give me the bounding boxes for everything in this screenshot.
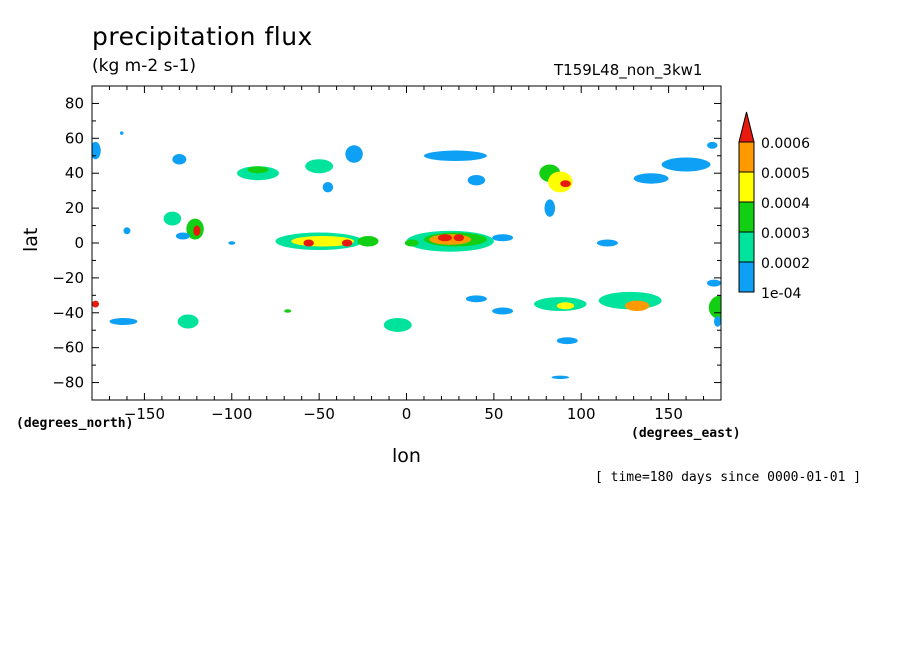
- colorbar-label: 0.0002: [761, 256, 810, 272]
- precip-cell-15: [661, 157, 711, 172]
- colorbar-swatch: [738, 261, 755, 293]
- colorbar-swatch: [738, 231, 755, 263]
- precip-cell-19: [193, 225, 201, 237]
- precip-cell-31: [437, 234, 452, 242]
- time-info: [ time=180 days since 0000-01-01 ]: [595, 470, 862, 485]
- y-tick-label: −40: [52, 304, 84, 322]
- x-tick-label: 0: [402, 405, 412, 423]
- colorbar-label: 1e-04: [761, 286, 801, 302]
- precip-cell-40: [284, 309, 292, 313]
- precip-cell-43: [492, 307, 514, 315]
- y-tick-label: 0: [74, 234, 84, 252]
- precip-cell-13: [544, 199, 556, 217]
- colorbar-extend-arrow: [738, 111, 755, 143]
- precip-cell-27: [357, 236, 379, 247]
- precip-cell-22: [228, 241, 236, 245]
- precip-cell-7: [322, 181, 334, 193]
- y-tick-label: 80: [65, 94, 84, 112]
- x-tick-label: 150: [654, 405, 683, 423]
- precip-cell-26: [341, 239, 353, 247]
- x-tick-label: 50: [484, 405, 503, 423]
- colorbar-swatch: [738, 201, 755, 233]
- precip-cell-6: [345, 145, 363, 163]
- precip-cell-5: [305, 159, 334, 174]
- x-tick-label: −100: [211, 405, 252, 423]
- x-tick-label: −50: [303, 405, 335, 423]
- precip-cell-0: [92, 141, 101, 160]
- precip-cell-36: [708, 295, 721, 320]
- precip-cell-4: [247, 166, 269, 174]
- chart-title: precipitation flux: [92, 22, 313, 51]
- precip-cell-33: [404, 239, 419, 247]
- precip-cell-12: [560, 180, 571, 188]
- precip-cell-46: [556, 302, 575, 310]
- colorbar-label: 0.0004: [761, 196, 810, 212]
- x-axis-label: lon: [392, 445, 421, 467]
- colorbar-label: 0.0003: [761, 226, 810, 242]
- y-tick-label: −80: [52, 374, 84, 392]
- precip-cell-16: [707, 141, 718, 149]
- precip-cell-14: [633, 173, 669, 184]
- precip-cell-51: [551, 375, 569, 380]
- precip-cell-50: [714, 316, 721, 327]
- y-tick-label: 20: [65, 199, 84, 217]
- run-name: T159L48_non_3kw1: [554, 61, 703, 79]
- precip-cell-49: [707, 279, 721, 287]
- y-tick-label: 60: [65, 129, 84, 147]
- precip-cell-11: [548, 171, 573, 193]
- precip-cell-39: [177, 314, 199, 329]
- precip-cell-48: [624, 300, 650, 312]
- x-tick-label: 100: [567, 405, 596, 423]
- axes: −150 −100 −50 0 50 100 150 80 60 40 20 0 −20 −40 −60 −8…: [52, 85, 722, 423]
- precip-cell-38: [109, 318, 138, 325]
- precip-cell-8: [423, 150, 487, 162]
- precip-cell-42: [465, 295, 487, 303]
- precip-cell-34: [492, 234, 514, 242]
- y-tick-label: −60: [52, 339, 84, 357]
- precipitation-fields: [92, 131, 721, 380]
- precip-cell-17: [163, 211, 182, 226]
- precip-cell-44: [556, 337, 578, 345]
- precip-cell-2: [172, 154, 187, 165]
- colorbar-label: 0.0005: [761, 166, 810, 182]
- colorbar-swatch: [738, 141, 755, 173]
- colorbar-swatch: [738, 171, 755, 203]
- precip-cell-9: [467, 174, 486, 186]
- y-tick-label: −20: [52, 269, 84, 287]
- colorbar-label: 0.0006: [761, 136, 810, 152]
- y-axis-unit-label: (degrees_north): [16, 416, 134, 431]
- precip-cell-37: [92, 300, 99, 308]
- precip-cell-21: [123, 227, 131, 235]
- y-tick-label: 40: [65, 164, 84, 182]
- precip-cell-41: [383, 318, 412, 332]
- colorbar: 0.0006 0.0005 0.0004 0.0003 0.0002 1e-04: [738, 111, 810, 302]
- chart-units: (kg m-2 s-1): [92, 56, 197, 76]
- x-tick-label: −150: [124, 405, 165, 423]
- precip-cell-32: [453, 234, 465, 242]
- x-axis-unit-label: (degrees_east): [631, 426, 741, 441]
- precip-cell-20: [175, 232, 190, 240]
- precip-cell-1: [119, 131, 124, 135]
- precip-cell-35: [596, 239, 618, 247]
- precip-cell-25: [303, 239, 314, 247]
